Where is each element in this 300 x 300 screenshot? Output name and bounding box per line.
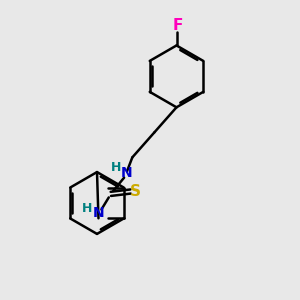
Text: N: N bbox=[93, 206, 104, 220]
Text: S: S bbox=[130, 184, 141, 199]
Text: N: N bbox=[121, 166, 133, 180]
Text: H: H bbox=[82, 202, 92, 215]
Text: H: H bbox=[111, 161, 121, 174]
Text: F: F bbox=[173, 18, 183, 33]
